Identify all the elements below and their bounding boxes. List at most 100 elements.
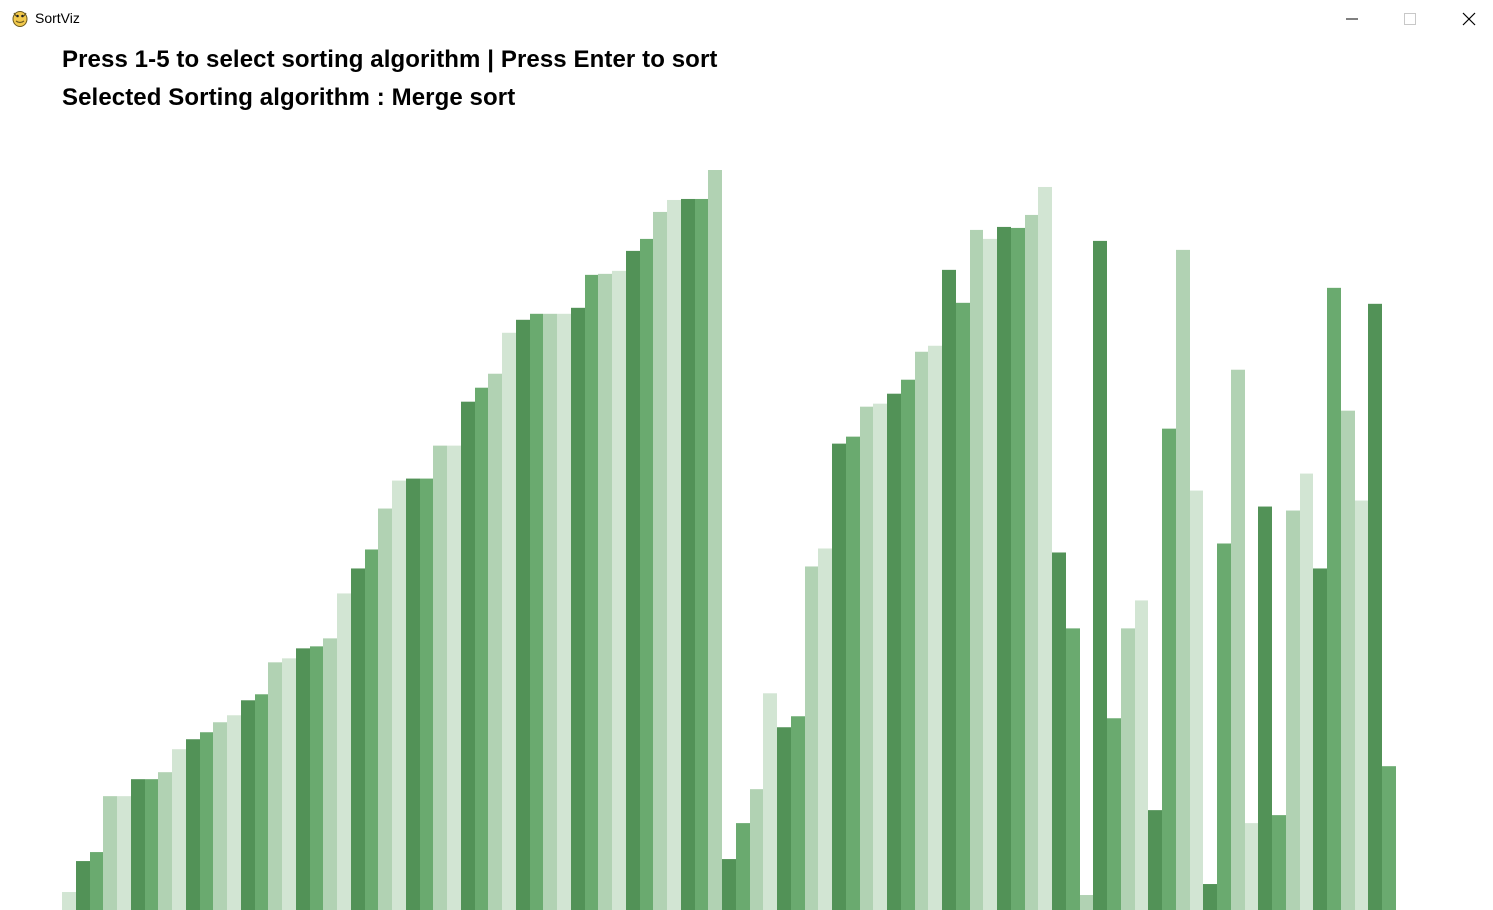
bar [736,823,750,910]
bar [1093,240,1107,910]
minimize-button[interactable] [1323,0,1381,37]
minimize-icon [1346,18,1358,20]
bar [502,332,516,910]
bar [1327,287,1341,910]
bar [420,478,433,910]
bar [1313,568,1327,910]
bar [406,478,420,910]
bar [1300,473,1313,910]
bar [873,403,887,910]
bar [296,648,310,910]
bar [983,238,997,910]
bar [942,269,956,910]
bar [1011,227,1025,910]
bar [1107,718,1121,910]
bar [1052,552,1066,910]
selected-algorithm-label: Selected Sorting algorithm : Merge sort [62,84,516,111]
bar [763,693,777,910]
bar [805,566,818,910]
bar [1231,369,1245,910]
bar [1148,810,1162,910]
bar [1038,186,1052,910]
bar [1025,214,1038,910]
bar [708,169,722,910]
bar [626,250,640,910]
bar [117,796,131,910]
bar [915,351,928,910]
bar [1368,303,1382,910]
bar [928,345,942,910]
close-icon [1462,12,1476,26]
bar [378,508,392,910]
bar [997,226,1011,910]
bar [956,302,970,910]
bar [653,211,667,910]
bar [1135,600,1148,910]
bar [1080,895,1093,910]
bar [1121,628,1135,910]
bar [200,732,213,910]
bar [145,779,158,910]
bar [227,715,241,910]
bar [970,229,983,910]
bar [695,198,708,910]
bar [557,313,571,910]
instructions-line: Press 1-5 to select sorting algorithm | … [62,46,718,73]
bar [571,307,585,910]
bar [1272,815,1286,910]
bar [447,445,461,910]
bar [337,593,351,910]
title-bar: SortViz [0,0,1493,37]
bar [1190,490,1203,910]
bar [722,859,736,910]
bar [1286,510,1300,910]
bar [791,716,805,910]
bar [76,861,90,910]
bar [351,568,365,910]
bar [750,789,763,910]
window-title: SortViz [35,10,80,26]
bar [530,313,543,910]
bar [310,646,323,910]
bar [365,549,378,910]
bar [860,406,873,910]
bar [213,722,227,910]
bar [268,662,282,910]
bar [282,658,296,910]
bar [1245,823,1258,910]
bar [516,319,530,910]
maximize-icon [1404,13,1416,25]
bar [1066,628,1080,910]
bar [1176,249,1190,910]
bar [62,892,76,910]
bar [777,727,791,910]
bar [1258,506,1272,910]
bar [103,796,117,910]
bar [1217,543,1231,910]
bar [818,548,832,910]
bar [1355,500,1368,910]
close-button[interactable] [1440,0,1493,37]
bar [158,772,172,910]
bar [488,373,502,910]
bar [1162,428,1176,910]
bar [131,779,145,910]
bar [640,238,653,910]
bar [1341,410,1355,910]
bar [681,198,695,910]
bar [186,739,200,910]
bar [241,700,255,910]
maximize-button[interactable] [1381,0,1439,37]
bar [612,270,626,910]
bar [846,436,860,910]
bar [667,199,681,910]
bar [585,274,598,910]
bar [543,313,557,910]
bar [433,445,447,910]
bar [887,393,901,910]
bar [90,852,103,910]
bar [1382,766,1396,910]
bar [172,749,186,910]
python-snake-icon [10,8,30,28]
